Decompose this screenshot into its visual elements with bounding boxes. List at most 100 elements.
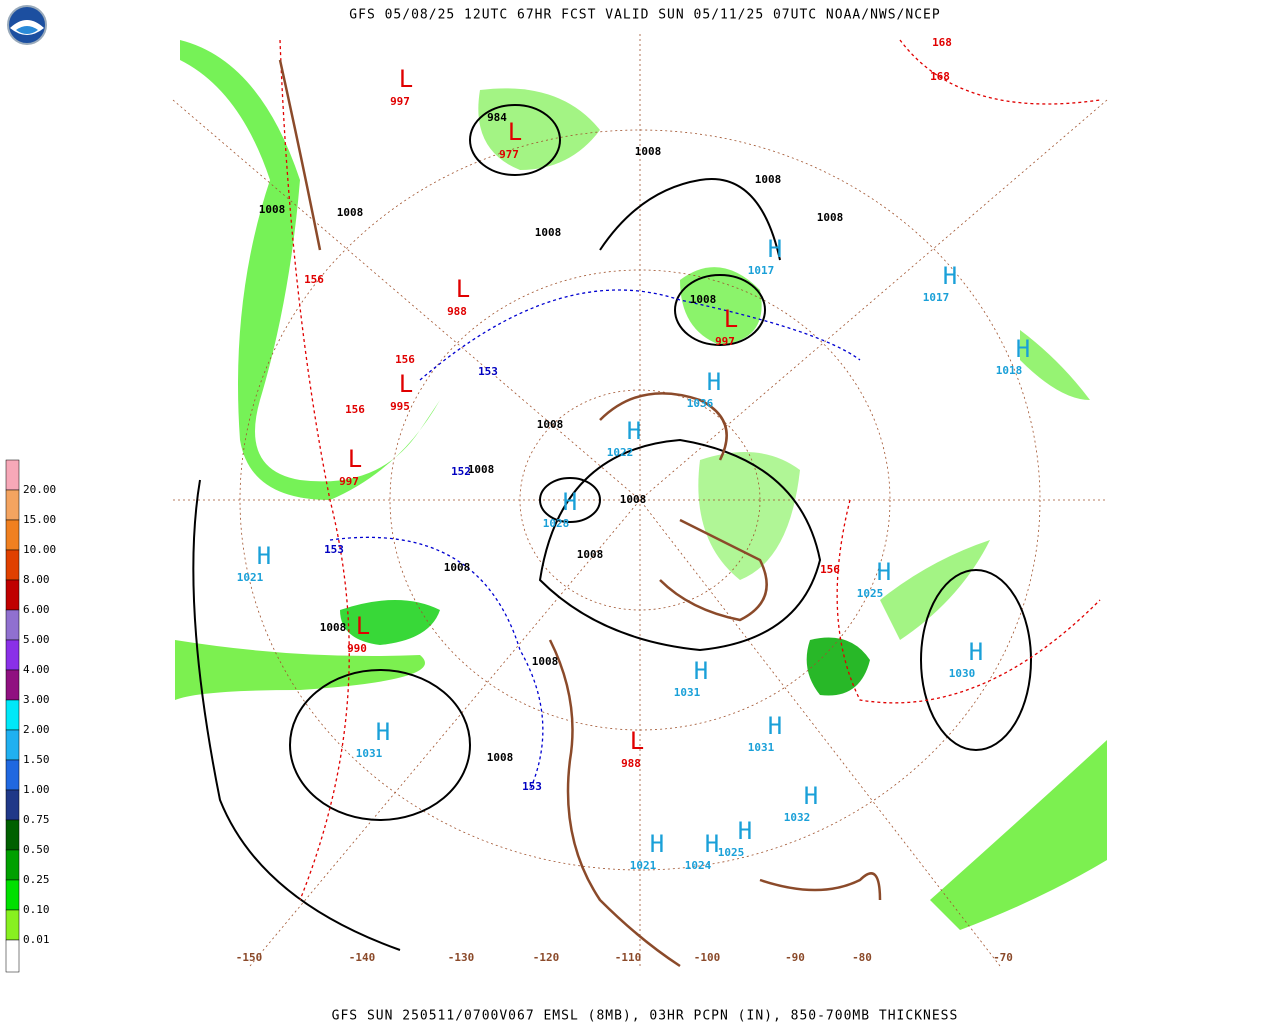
legend-swatch <box>5 909 20 941</box>
high-symbol: H <box>969 638 983 666</box>
isobar-label: 1008 <box>577 548 604 561</box>
high-symbol: H <box>627 417 641 445</box>
low-symbol: L <box>348 445 362 473</box>
low-symbol: L <box>356 612 370 640</box>
isobar-label: 1008 <box>320 621 347 634</box>
legend-label: 1.00 <box>23 783 50 796</box>
thickness-label: 152 <box>451 465 471 478</box>
isobar-label: 1008 <box>690 293 717 306</box>
legend-label: 2.00 <box>23 723 50 736</box>
title: GFS 05/08/25 12UTC 67HR FCST VALID SUN 0… <box>349 8 940 23</box>
isobar-label: 1008 <box>444 561 471 574</box>
legend: 20.00 15.00 10.00 8.00 6.00 5.00 4.00 3.00 2.00 1… <box>5 459 56 973</box>
legend-swatch <box>5 639 20 671</box>
longitude-label: -80 <box>852 951 872 964</box>
noaa-logo <box>7 5 47 45</box>
map-background <box>172 34 1108 968</box>
thickness-label: 153 <box>522 780 542 793</box>
thickness-label: 156 <box>395 353 415 366</box>
legend-label: 8.00 <box>23 573 50 586</box>
longitude-label: -100 <box>694 951 721 964</box>
low-pressure: 997 <box>715 335 735 348</box>
legend-label: 1.50 <box>23 753 50 766</box>
high-symbol: H <box>376 718 390 746</box>
thickness-label: 153 <box>478 365 498 378</box>
legend-swatch <box>5 849 20 881</box>
thickness-label: 156 <box>304 273 324 286</box>
high-pressure: 1030 <box>949 667 976 680</box>
legend-label: 0.75 <box>23 813 50 826</box>
legend-swatch <box>5 549 20 581</box>
high-symbol: H <box>1016 335 1030 363</box>
high-symbol: H <box>804 782 818 810</box>
low-pressure: 990 <box>347 642 367 655</box>
legend-label: 6.00 <box>23 603 50 616</box>
high-symbol: H <box>257 542 271 570</box>
low-symbol: L <box>399 370 413 398</box>
legend-swatch <box>5 939 20 973</box>
high-symbol: H <box>563 488 577 516</box>
legend-swatch <box>5 789 20 821</box>
legend-label: 10.00 <box>23 543 56 556</box>
isobar-label: 1008 <box>817 211 844 224</box>
longitude-label: -70 <box>993 951 1013 964</box>
isobar-label: 1008 <box>620 493 647 506</box>
longitude-label: -150 <box>236 951 263 964</box>
high-symbol: H <box>943 262 957 290</box>
high-pressure: 1017 <box>923 291 950 304</box>
legend-swatch <box>5 519 20 551</box>
legend-label: 15.00 <box>23 513 56 526</box>
low-symbol: L <box>399 65 413 93</box>
low-pressure: 997 <box>339 475 359 488</box>
isobar-label: 1008 <box>635 145 662 158</box>
high-pressure: 1018 <box>996 364 1023 377</box>
high-pressure: 1022 <box>607 446 634 459</box>
high-pressure: 1024 <box>685 859 712 872</box>
thickness-label: 156 <box>345 403 365 416</box>
low-pressure: 977 <box>499 148 519 161</box>
legend-swatch <box>5 699 20 731</box>
high-pressure: 1025 <box>718 846 745 859</box>
high-symbol: H <box>694 657 708 685</box>
legend-label: 20.00 <box>23 483 56 496</box>
high-symbol: H <box>650 830 664 858</box>
isobar-label: 984 <box>487 111 507 124</box>
high-pressure: 1025 <box>857 587 884 600</box>
high-pressure: 1031 <box>748 741 775 754</box>
high-symbol: H <box>768 235 782 263</box>
longitude-label: -140 <box>349 951 376 964</box>
legend-swatch <box>5 459 20 491</box>
high-pressure: 1032 <box>784 811 811 824</box>
low-symbol: L <box>508 118 522 146</box>
high-symbol: H <box>738 817 752 845</box>
legend-label: 0.50 <box>23 843 50 856</box>
legend-label: 3.00 <box>23 693 50 706</box>
high-pressure: 1021 <box>630 859 657 872</box>
isobar-label: 1008 <box>337 206 364 219</box>
low-pressure: 988 <box>621 757 641 770</box>
longitude-label: -120 <box>533 951 560 964</box>
caption: GFS SUN 250511/0700V067 EMSL (8MB), 03HR… <box>332 1009 959 1024</box>
longitude-label: -110 <box>615 951 642 964</box>
thickness-label: 168 <box>932 36 952 49</box>
isobar-label: 1008 <box>755 173 782 186</box>
isobar-label: 1008 <box>532 655 559 668</box>
isobar-label: 1008 <box>468 463 495 476</box>
legend-label: 0.25 <box>23 873 50 886</box>
longitude-label: -130 <box>448 951 475 964</box>
legend-swatch <box>5 759 20 791</box>
legend-swatch <box>5 729 20 761</box>
high-pressure: 1017 <box>748 264 775 277</box>
isobar-label: 1008 <box>535 226 562 239</box>
high-pressure: 1031 <box>356 747 383 760</box>
legend-label: 0.10 <box>23 903 50 916</box>
thickness-label: 156 <box>820 563 840 576</box>
low-pressure: 988 <box>447 305 467 318</box>
low-pressure: 997 <box>390 95 410 108</box>
legend-swatch <box>5 879 20 911</box>
low-symbol: L <box>630 727 644 755</box>
low-symbol: L <box>724 305 738 333</box>
